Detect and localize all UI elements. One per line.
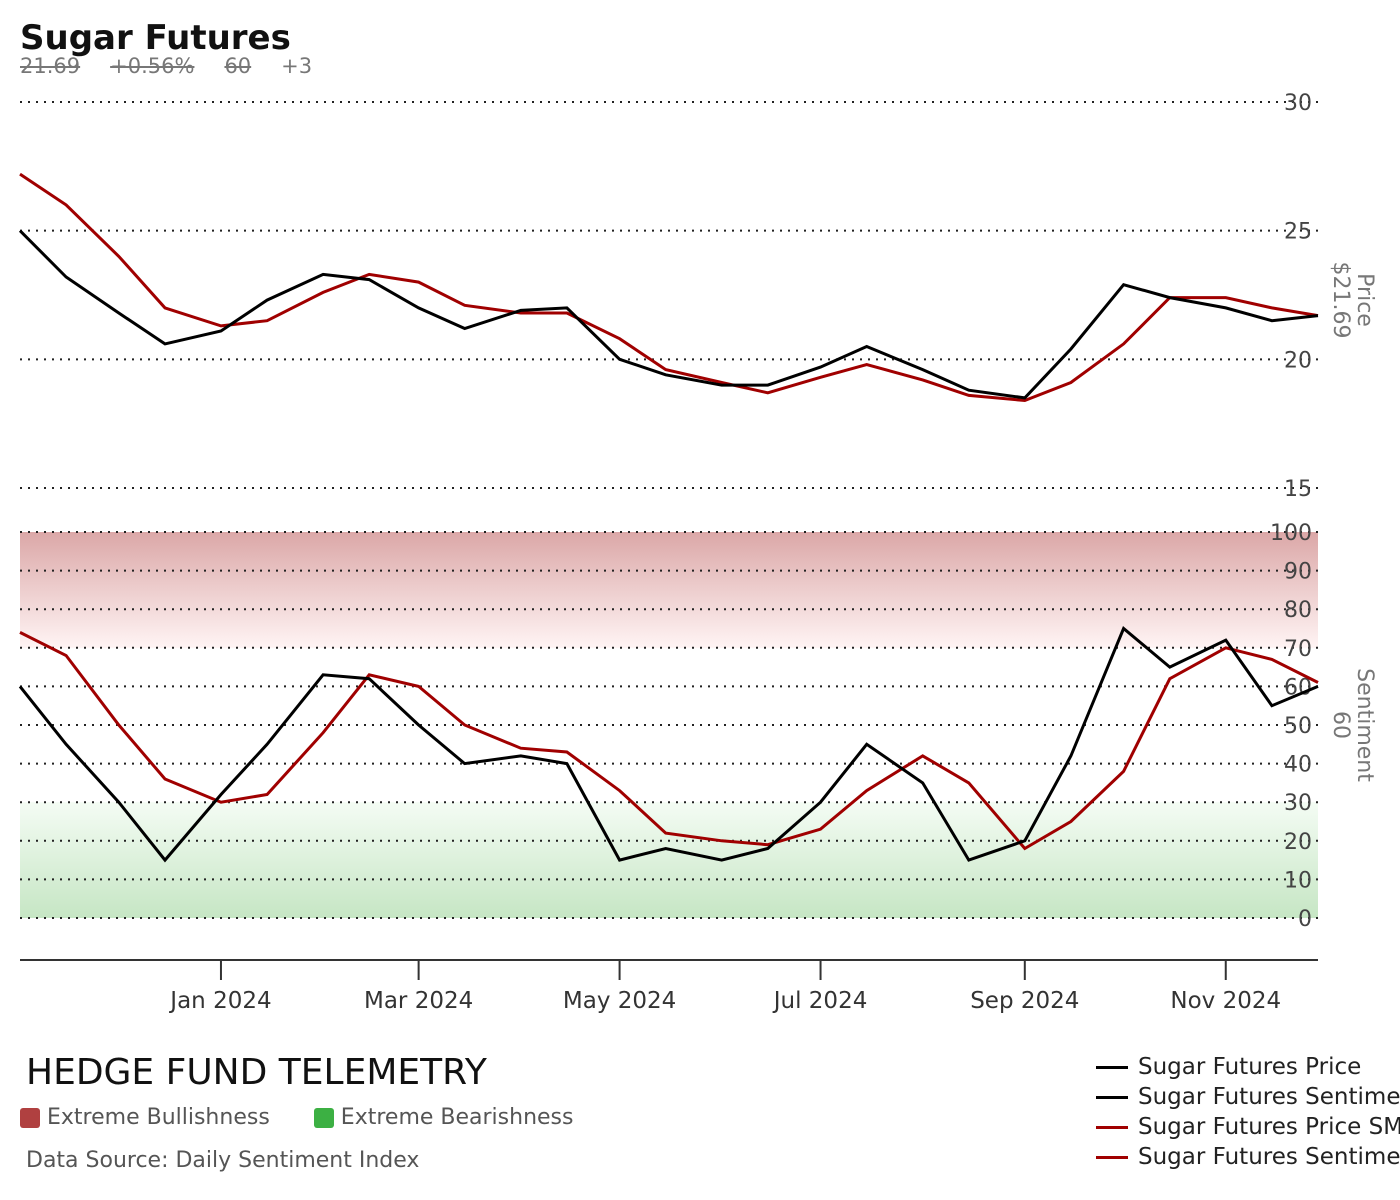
price-tick-labels: 15 20 25 30 [1284, 91, 1312, 502]
extreme-bull-legend: Extreme Bullishness [20, 1105, 270, 1130]
sentiment-tick-labels: 0 10 20 30 40 50 60 70 80 90 100 [1270, 521, 1312, 932]
legend-label: Sugar Futures Price SMA [1138, 1114, 1400, 1140]
chart: 15 20 25 30 Price $21.69 0 10 20 30 40 50 60 70 80 9… [18, 91, 1377, 1014]
sentiment-tick-label: 30 [1284, 791, 1312, 816]
x-tick-label: Sep 2024 [970, 988, 1079, 1014]
last-price: 21.69 [20, 54, 81, 78]
price-last-value: $21.69 [1328, 262, 1353, 339]
extreme-bull-swatch [20, 1107, 40, 1128]
legend-line-swatch [1096, 1155, 1128, 1159]
price-axis-title: Price [1352, 273, 1377, 327]
legend-label: Sugar Futures Price [1138, 1054, 1362, 1080]
x-tick-label: May 2024 [563, 988, 676, 1014]
x-axis: Jan 2024 Mar 2024 May 2024 Jul 2024 Sep 2024… [20, 959, 1318, 1014]
price-panel: 15 20 25 30 Price $21.69 [18, 91, 1377, 502]
price-gridlines [20, 101, 1318, 489]
extreme-bear-swatch [313, 1107, 334, 1128]
legend-label: Sugar Futures Sentiment SMA [1138, 1144, 1400, 1170]
extreme-bear-legend: Extreme Bearishness [313, 1105, 574, 1130]
sentiment-tick-label: 90 [1284, 560, 1312, 585]
sentiment-tick-label: 100 [1270, 521, 1312, 546]
legend-item[interactable]: Sugar Futures Price SMA [1096, 1112, 1400, 1142]
chart-title: Sugar Futures [20, 18, 291, 58]
price-tick-label: 25 [1284, 220, 1312, 245]
legend-item[interactable]: Sugar Futures Sentiment SMA [1096, 1142, 1400, 1172]
price-tick-label: 15 [1284, 477, 1312, 502]
sentiment-tick-label: 60 [1284, 675, 1312, 700]
extreme-bear-zone [20, 802, 1318, 918]
extreme-bear-label: Extreme Bearishness [340, 1105, 574, 1130]
brand-name: HEDGE FUND TELEMETRY [26, 1052, 487, 1093]
extreme-bull-zone [20, 532, 1318, 648]
extreme-bull-label: Extreme Bullishness [47, 1105, 270, 1130]
legend-item[interactable]: Sugar Futures Sentiment [1096, 1082, 1400, 1112]
last-sentiment: 60 [224, 54, 252, 78]
legend-line-swatch [1096, 1095, 1128, 1099]
sentiment-tick-label: 0 [1298, 907, 1312, 932]
sentiment-sma-line [19, 631, 1319, 851]
legend-item[interactable]: Sugar Futures Price [1096, 1052, 1400, 1082]
x-tick-label: Nov 2024 [1170, 988, 1281, 1014]
price-tick-label: 20 [1284, 348, 1312, 373]
sentiment-tick-label: 10 [1284, 868, 1312, 893]
price-change: +0.56% [110, 54, 195, 78]
sentiment-tick-label: 70 [1284, 637, 1312, 662]
sentiment-tick-label: 40 [1284, 753, 1312, 778]
series-legend: Sugar Futures Price Sugar Futures Sentim… [1096, 1052, 1400, 1172]
price-line [18, 229, 1319, 400]
price-sma-line [19, 172, 1319, 403]
data-source: Data Source: Daily Sentiment Index [26, 1148, 420, 1173]
x-tick-label: Mar 2024 [364, 988, 473, 1014]
header-stats: 21.69 +0.56% 60 +3 [20, 54, 342, 78]
sentiment-line [18, 626, 1319, 863]
legend-line-swatch [1096, 1125, 1128, 1129]
sentiment-panel: 0 10 20 30 40 50 60 70 80 90 100 Sentiment 60 [18, 521, 1377, 932]
extreme-legend: Extreme Bullishness Extreme Bearishness [20, 1105, 573, 1130]
sentiment-tick-label: 50 [1284, 714, 1312, 739]
sentiment-gridlines [20, 531, 1318, 919]
sentiment-tick-label: 80 [1284, 598, 1312, 623]
x-tick-label: Jan 2024 [168, 988, 271, 1014]
sentiment-last-value: 60 [1328, 711, 1353, 739]
sentiment-axis-title: Sentiment [1352, 668, 1377, 782]
price-tick-label: 30 [1284, 91, 1312, 116]
sentiment-change: +3 [281, 54, 313, 78]
sentiment-tick-label: 20 [1284, 830, 1312, 855]
x-tick-label: Jul 2024 [772, 988, 868, 1014]
legend-line-swatch [1096, 1065, 1128, 1069]
legend-label: Sugar Futures Sentiment [1138, 1084, 1400, 1110]
